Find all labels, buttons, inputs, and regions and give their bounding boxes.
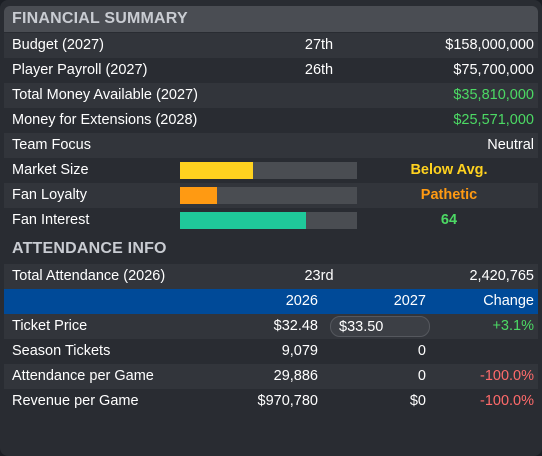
- fan-interest-bar-fill: [180, 212, 306, 229]
- market-size-bar: [180, 162, 357, 179]
- ticket-price-change: +3.1%: [492, 318, 534, 334]
- column-header-2026: 2026: [285, 293, 318, 309]
- fan-loyalty-bar: [180, 187, 357, 204]
- season-tickets-row: Season Tickets 9,079 0: [4, 339, 538, 364]
- attendance-per-game-change: -100.0%: [479, 368, 534, 384]
- row-label: Attendance per Game: [12, 368, 154, 384]
- row-value: $25,571,000: [453, 112, 534, 128]
- row-label: Revenue per Game: [12, 393, 139, 409]
- row-value: Neutral: [487, 137, 534, 153]
- fan-interest-rating: 64: [440, 212, 458, 228]
- financial-summary-header: FINANCIAL SUMMARY: [4, 6, 538, 32]
- money-for-extensions-row: Money for Extensions (2028) $25,571,000: [4, 108, 538, 133]
- row-value: 2,420,765: [469, 268, 534, 284]
- market-size-rating: Below Avg.: [410, 162, 488, 178]
- attendance-table-header: 2026 2027 Change: [4, 289, 538, 314]
- attendance-per-game-2027: 0: [417, 368, 426, 384]
- attendance-per-game-row: Attendance per Game 29,886 0 -100.0%: [4, 364, 538, 389]
- row-value: $75,700,000: [453, 62, 534, 78]
- attendance-info-header: ATTENDANCE INFO: [12, 240, 167, 257]
- market-size-row: Market Size Below Avg.: [4, 158, 538, 183]
- row-label: Total Attendance (2026): [12, 268, 166, 284]
- ticket-price-row: Ticket Price $32.48 $33.50 +3.1%: [4, 314, 538, 339]
- budget-row: Budget (2027) 27th $158,000,000: [4, 33, 538, 58]
- attendance-per-game-2026: 29,886: [273, 368, 318, 384]
- row-rank: 27th: [304, 37, 334, 53]
- revenue-per-game-row: Revenue per Game $970,780 $0 -100.0%: [4, 389, 538, 414]
- row-rank: 26th: [304, 62, 334, 78]
- revenue-per-game-change: -100.0%: [479, 393, 534, 409]
- row-label: Total Money Available (2027): [12, 87, 198, 103]
- row-label: Season Tickets: [12, 343, 111, 359]
- player-payroll-row: Player Payroll (2027) 26th $75,700,000: [4, 58, 538, 83]
- revenue-per-game-2027: $0: [409, 393, 426, 409]
- row-value: $158,000,000: [445, 37, 534, 53]
- row-label: Market Size: [12, 162, 89, 178]
- fan-loyalty-bar-fill: [180, 187, 218, 204]
- market-size-bar-fill: [180, 162, 253, 179]
- fan-loyalty-row: Fan Loyalty Pathetic: [4, 183, 538, 208]
- row-value: $35,810,000: [453, 87, 534, 103]
- row-label: Budget (2027): [12, 37, 104, 53]
- row-rank: 23rd: [304, 268, 334, 284]
- ticket-price-2026: $32.48: [273, 318, 318, 334]
- row-label: Ticket Price: [12, 318, 88, 334]
- season-tickets-2026: 9,079: [281, 343, 318, 359]
- season-tickets-2027: 0: [417, 343, 426, 359]
- fan-interest-bar: [180, 212, 357, 229]
- fan-interest-row: Fan Interest 64: [4, 208, 538, 233]
- row-label: Team Focus: [12, 137, 91, 153]
- ticket-price-input[interactable]: $33.50: [330, 316, 430, 337]
- row-label: Fan Interest: [12, 212, 90, 228]
- total-money-available-row: Total Money Available (2027) $35,810,000: [4, 83, 538, 108]
- column-header-change: Change: [483, 293, 534, 309]
- total-attendance-row: Total Attendance (2026) 23rd 2,420,765: [4, 264, 538, 289]
- revenue-per-game-2026: $970,780: [257, 393, 318, 409]
- team-focus-row: Team Focus Neutral: [4, 133, 538, 158]
- fan-loyalty-rating: Pathetic: [420, 187, 478, 203]
- row-label: Fan Loyalty: [12, 187, 87, 203]
- row-label: Money for Extensions (2028): [12, 112, 198, 128]
- column-header-2027: 2027: [393, 293, 426, 309]
- row-label: Player Payroll (2027): [12, 62, 148, 78]
